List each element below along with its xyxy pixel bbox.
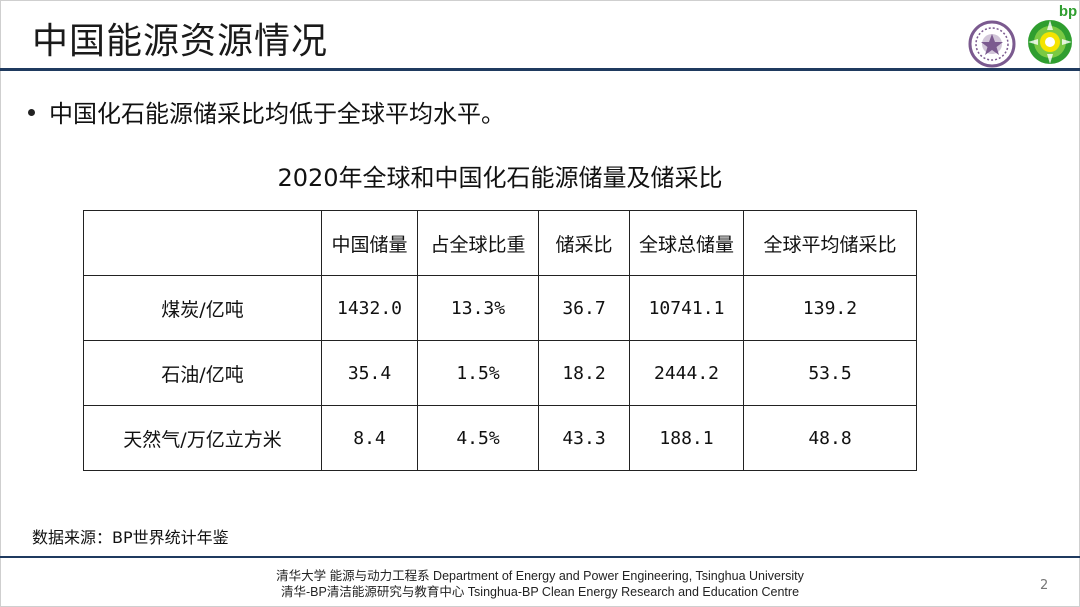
- table-row: 煤炭/亿吨 1432.0 13.3% 36.7 10741.1 139.2: [83, 275, 917, 341]
- table-cell: 10741.1: [629, 275, 744, 341]
- table-cell: 8.4: [321, 405, 418, 471]
- header-cell: 全球总储量: [629, 210, 744, 276]
- reserves-table: 中国储量 占全球比重 储采比 全球总储量 全球平均储采比 煤炭/亿吨 1432.…: [83, 210, 917, 471]
- header-cell: 储采比: [538, 210, 630, 276]
- table-row: 石油/亿吨 35.4 1.5% 18.2 2444.2 53.5: [83, 340, 917, 406]
- title-divider: [0, 68, 1080, 71]
- table-cell: 48.8: [743, 405, 917, 471]
- bp-logo-icon: bp: [1028, 3, 1077, 64]
- row-label: 天然气/万亿立方米: [83, 405, 322, 471]
- tsinghua-logo-icon: [968, 20, 1016, 68]
- footer: 清华大学 能源与动力工程系 Department of Energy and P…: [0, 568, 1080, 600]
- table-cell: 36.7: [538, 275, 630, 341]
- table-cell: 139.2: [743, 275, 917, 341]
- header-cell: 中国储量: [321, 210, 418, 276]
- data-source-note: 数据来源：BP世界统计年鉴: [32, 528, 229, 547]
- header-cell: 占全球比重: [417, 210, 539, 276]
- header-cell: 全球平均储采比: [743, 210, 917, 276]
- footer-line-centre: 清华-BP清洁能源研究与教育中心 Tsinghua-BP Clean Energ…: [280, 585, 800, 599]
- table-cell: 13.3%: [417, 275, 539, 341]
- table-cell: 53.5: [743, 340, 917, 406]
- table-cell: 4.5%: [417, 405, 539, 471]
- bullet-dot-icon: [28, 108, 35, 116]
- table-header-row: 中国储量 占全球比重 储采比 全球总储量 全球平均储采比: [83, 210, 917, 276]
- footer-line-department: 清华大学 能源与动力工程系 Department of Energy and P…: [276, 569, 804, 583]
- row-label: 石油/亿吨: [83, 340, 322, 406]
- table-cell: 18.2: [538, 340, 630, 406]
- footer-divider: [0, 556, 1080, 558]
- table-cell: 2444.2: [629, 340, 744, 406]
- table-row: 天然气/万亿立方米 8.4 4.5% 43.3 188.1 48.8: [83, 405, 917, 471]
- table-cell: 1.5%: [417, 340, 539, 406]
- header-cell: [83, 210, 322, 276]
- page-number: 2: [1040, 578, 1049, 593]
- table-cell: 43.3: [538, 405, 630, 471]
- table-cell: 35.4: [321, 340, 418, 406]
- bullet-point: 中国化石能源储采比均低于全球平均水平。: [28, 94, 505, 129]
- slide-title: 中国能源资源情况: [32, 21, 329, 62]
- bullet-text: 中国化石能源储采比均低于全球平均水平。: [49, 100, 505, 128]
- table-cell: 1432.0: [321, 275, 418, 341]
- table-cell: 188.1: [629, 405, 744, 471]
- row-label: 煤炭/亿吨: [83, 275, 322, 341]
- bp-logo-text: bp: [1059, 3, 1077, 20]
- table-title: 2020年全球和中国化石能源储量及储采比: [277, 164, 723, 192]
